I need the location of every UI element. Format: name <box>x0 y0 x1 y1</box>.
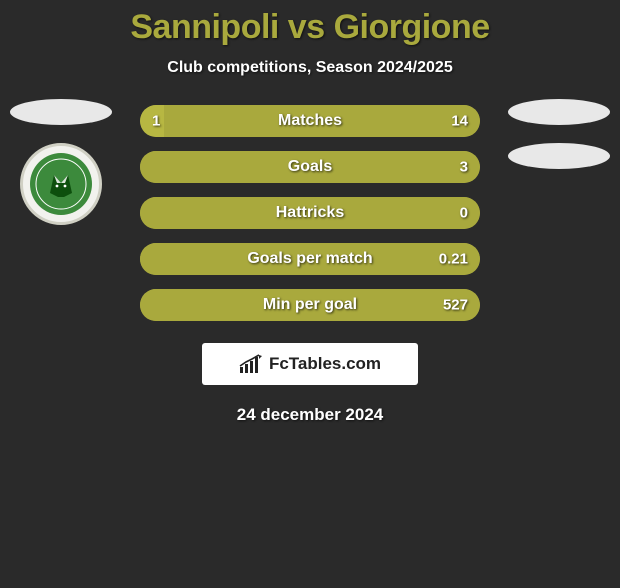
right-player-column <box>504 99 614 169</box>
stat-value-right: 0 <box>460 205 468 222</box>
stat-label: Goals <box>288 158 332 176</box>
stat-row: Goals per match 0.21 <box>140 243 480 275</box>
left-player-column <box>6 99 116 225</box>
left-club-badge-inner <box>30 153 92 215</box>
stat-value-right: 0.21 <box>439 251 468 268</box>
wolf-crest-icon <box>30 153 92 215</box>
stat-label: Goals per match <box>247 250 372 268</box>
stat-label: Hattricks <box>276 204 344 222</box>
placeholder-ellipse-left <box>10 99 112 125</box>
stats-bars: Matches 1 14 Goals 3 Hattricks 0 Goals per matc… <box>140 105 480 321</box>
subtitle: Club competitions, Season 2024/2025 <box>0 59 620 77</box>
placeholder-ellipse-right-2 <box>508 143 610 169</box>
page-title: Sannipoli vs Giorgione <box>0 8 620 47</box>
stat-value-left: 1 <box>152 113 160 130</box>
stat-row: Hattricks 0 <box>140 197 480 229</box>
date-label: 24 december 2024 <box>0 405 620 425</box>
comparison-panel: Matches 1 14 Goals 3 Hattricks 0 Goals per matc… <box>0 105 620 321</box>
brand-text: FcTables.com <box>269 354 381 374</box>
stat-row: Matches 1 14 <box>140 105 480 137</box>
stat-value-right: 527 <box>443 297 468 314</box>
stat-label: Matches <box>278 112 342 130</box>
bars-growth-icon <box>239 354 263 374</box>
stat-row: Goals 3 <box>140 151 480 183</box>
stat-row: Min per goal 527 <box>140 289 480 321</box>
brand-box: FcTables.com <box>202 343 418 385</box>
stat-value-right: 14 <box>451 113 468 130</box>
stat-label: Min per goal <box>263 296 357 314</box>
stat-value-right: 3 <box>460 159 468 176</box>
left-club-badge <box>20 143 102 225</box>
placeholder-ellipse-right-1 <box>508 99 610 125</box>
